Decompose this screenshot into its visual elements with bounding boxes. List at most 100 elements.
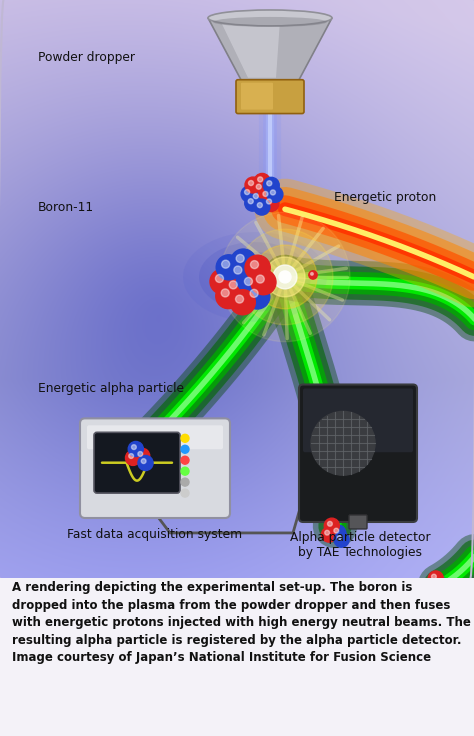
Circle shape — [248, 199, 253, 204]
Circle shape — [321, 527, 337, 542]
Circle shape — [263, 196, 279, 211]
Circle shape — [228, 261, 254, 286]
Text: Alpha particle detector
by TAE Technologies: Alpha particle detector by TAE Technolog… — [290, 531, 430, 559]
FancyBboxPatch shape — [349, 515, 367, 529]
Circle shape — [181, 434, 189, 442]
Circle shape — [241, 186, 257, 202]
Circle shape — [265, 257, 305, 297]
Circle shape — [334, 528, 339, 533]
Circle shape — [256, 275, 264, 283]
Circle shape — [229, 281, 237, 289]
Circle shape — [254, 199, 270, 215]
Circle shape — [310, 272, 313, 275]
FancyBboxPatch shape — [87, 425, 223, 449]
Circle shape — [250, 261, 258, 269]
Polygon shape — [208, 18, 332, 82]
Text: Boron-11: Boron-11 — [38, 201, 94, 213]
Circle shape — [138, 451, 143, 456]
Circle shape — [266, 199, 272, 204]
Circle shape — [267, 181, 272, 185]
Circle shape — [126, 450, 141, 465]
Circle shape — [181, 445, 189, 453]
Circle shape — [181, 478, 189, 486]
Circle shape — [245, 190, 250, 194]
FancyBboxPatch shape — [236, 79, 304, 113]
Circle shape — [254, 174, 270, 189]
Ellipse shape — [199, 242, 311, 312]
Circle shape — [279, 271, 291, 283]
Circle shape — [220, 212, 350, 342]
Circle shape — [224, 275, 249, 300]
Circle shape — [131, 445, 137, 450]
Circle shape — [253, 181, 269, 197]
Circle shape — [426, 580, 441, 595]
Text: Powder dropper: Powder dropper — [38, 52, 135, 64]
Circle shape — [273, 265, 297, 289]
Text: Energetic proton: Energetic proton — [334, 191, 436, 204]
Ellipse shape — [208, 10, 332, 26]
Circle shape — [245, 284, 270, 309]
Circle shape — [253, 245, 317, 309]
Circle shape — [245, 177, 261, 193]
Circle shape — [237, 229, 333, 325]
Circle shape — [428, 571, 443, 586]
Circle shape — [334, 532, 349, 548]
Circle shape — [250, 190, 266, 206]
Circle shape — [250, 289, 258, 297]
FancyBboxPatch shape — [299, 384, 417, 522]
Circle shape — [267, 186, 283, 202]
Circle shape — [245, 195, 261, 211]
Text: A rendering depicting the experimental set-up. The boron is
dropped into the pla: A rendering depicting the experimental s… — [12, 581, 471, 665]
Circle shape — [337, 535, 342, 540]
Circle shape — [257, 202, 263, 208]
FancyBboxPatch shape — [80, 418, 230, 518]
Circle shape — [263, 191, 268, 197]
Circle shape — [441, 588, 446, 593]
Polygon shape — [220, 20, 280, 78]
Circle shape — [431, 574, 437, 579]
Circle shape — [181, 467, 189, 475]
Circle shape — [248, 180, 254, 185]
Circle shape — [231, 249, 256, 274]
Circle shape — [438, 581, 443, 586]
Circle shape — [215, 275, 223, 283]
Circle shape — [129, 453, 134, 459]
Circle shape — [258, 177, 263, 182]
Circle shape — [435, 578, 450, 593]
Ellipse shape — [213, 17, 327, 27]
Circle shape — [239, 272, 264, 297]
Circle shape — [253, 194, 258, 199]
Circle shape — [135, 448, 150, 464]
Circle shape — [428, 583, 434, 588]
Text: Energetic alpha particle: Energetic alpha particle — [38, 382, 184, 395]
FancyBboxPatch shape — [303, 389, 413, 452]
Circle shape — [236, 255, 244, 263]
Ellipse shape — [183, 232, 327, 322]
Circle shape — [245, 277, 253, 286]
Circle shape — [324, 518, 339, 533]
Circle shape — [330, 525, 346, 540]
Text: Fast data acquisition system: Fast data acquisition system — [67, 528, 243, 541]
Circle shape — [438, 585, 453, 600]
Circle shape — [311, 411, 375, 475]
Circle shape — [245, 255, 270, 280]
Circle shape — [234, 266, 242, 274]
Circle shape — [251, 269, 276, 294]
Circle shape — [236, 295, 244, 303]
FancyBboxPatch shape — [241, 82, 273, 110]
Circle shape — [270, 190, 275, 195]
Circle shape — [328, 521, 332, 526]
Circle shape — [210, 269, 235, 294]
Circle shape — [216, 255, 241, 280]
Circle shape — [138, 456, 153, 470]
Circle shape — [309, 271, 317, 279]
Circle shape — [325, 531, 329, 535]
Circle shape — [256, 184, 261, 189]
Circle shape — [230, 290, 255, 315]
Circle shape — [181, 489, 189, 497]
Circle shape — [181, 456, 189, 464]
Circle shape — [141, 459, 146, 464]
FancyBboxPatch shape — [94, 432, 180, 493]
Ellipse shape — [215, 252, 295, 302]
Circle shape — [128, 442, 143, 456]
